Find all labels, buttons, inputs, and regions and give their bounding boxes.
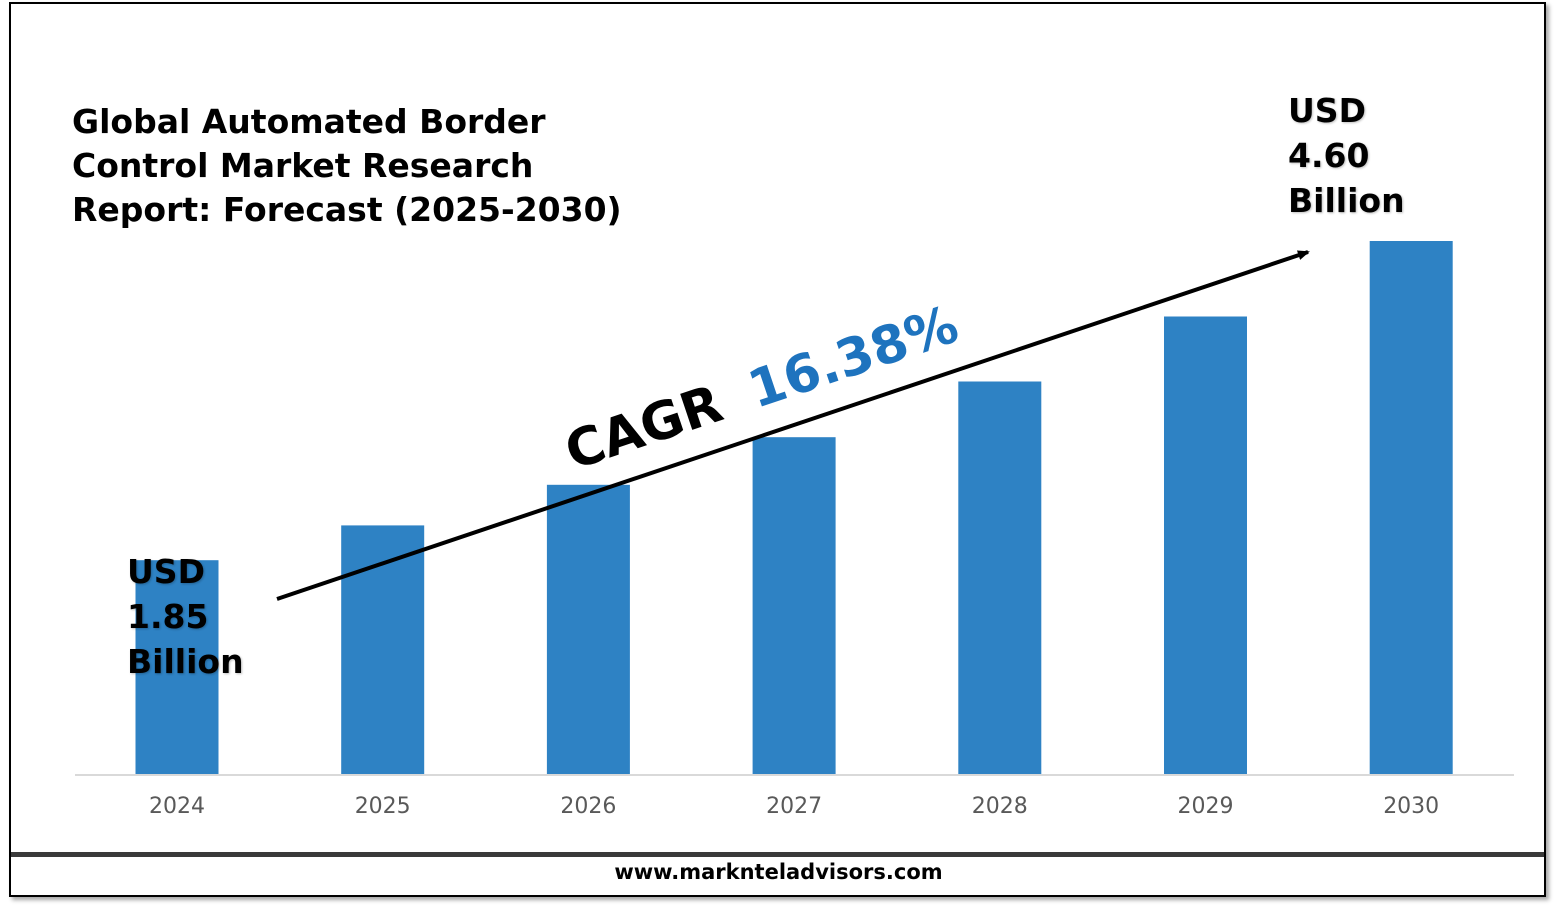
bar-2029 (1164, 316, 1247, 775)
bar-2025 (341, 525, 425, 775)
x-tick-label-2027: 2027 (766, 794, 822, 819)
chart-title: Global Automated Border Control Market R… (72, 100, 632, 232)
end-value-label: USD 4.60 Billion (1288, 88, 1405, 223)
title-line-3: Report: Forecast (2025-2030) (72, 190, 622, 229)
start-unit: Billion (127, 642, 244, 681)
x-tick-labels: 2024 2025 2026 2027 2028 2029 2030 (149, 794, 1439, 819)
x-tick-label-2024: 2024 (149, 794, 205, 819)
title-line-1: Global Automated Border (72, 102, 546, 141)
end-unit: Billion (1288, 181, 1405, 220)
x-tick-label-2025: 2025 (355, 794, 411, 819)
start-value: 1.85 (127, 597, 209, 636)
bar-2028 (958, 381, 1042, 775)
x-tick-label-2026: 2026 (560, 794, 616, 819)
end-currency: USD (1288, 91, 1366, 130)
title-line-2: Control Market Research (72, 146, 534, 185)
bar-2024 (135, 560, 219, 775)
cagr-arrow (276, 250, 1310, 601)
start-value-label: USD 1.85 Billion (127, 549, 244, 684)
bar-2026 (546, 484, 630, 775)
footer-url: www.marknteladvisors.com (614, 860, 943, 884)
bars-group (135, 241, 1453, 775)
footer-divider (11, 852, 1544, 857)
x-tick-label-2030: 2030 (1383, 794, 1439, 819)
x-tick-label-2029: 2029 (1178, 794, 1234, 819)
cagr-value: 16.38% (741, 295, 965, 421)
end-value: 4.60 (1288, 136, 1370, 175)
bar-2027 (752, 437, 836, 775)
x-tick-label-2028: 2028 (972, 794, 1028, 819)
start-currency: USD (127, 552, 205, 591)
bar-2030 (1369, 241, 1453, 775)
cagr-prefix: CAGR (558, 374, 730, 482)
